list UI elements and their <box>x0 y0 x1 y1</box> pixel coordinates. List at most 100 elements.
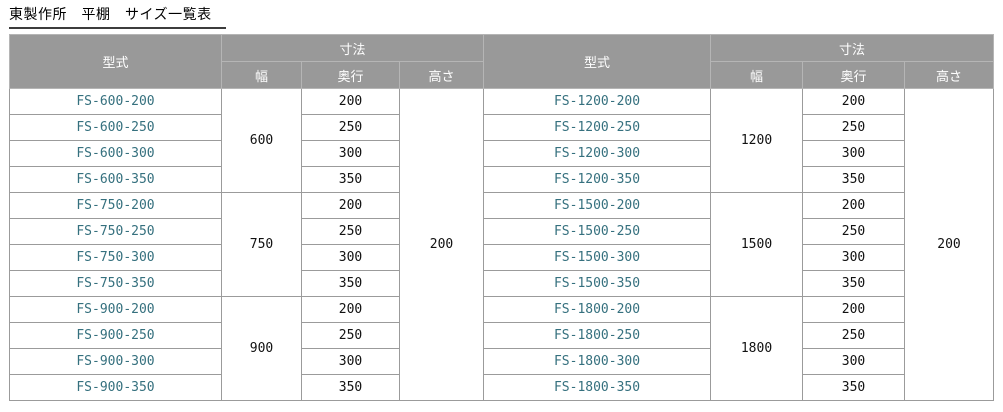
width-cell: 1800 <box>710 296 804 401</box>
model-cell: FS-1500-200 <box>483 192 712 219</box>
header-row-top: 型式 寸法 型式 寸法 <box>9 34 995 89</box>
model-cell: FS-1200-350 <box>483 166 712 193</box>
model-link[interactable]: FS-1200-250 <box>553 120 641 135</box>
depth-cell: 250 <box>802 114 906 141</box>
header-height-right: 高さ <box>904 61 995 89</box>
model-link[interactable]: FS-750-250 <box>76 224 155 239</box>
table-row: FS-600-300 300 FS-1200-300 300 <box>9 140 994 167</box>
model-link[interactable]: FS-750-200 <box>76 198 155 213</box>
header-model-left: 型式 <box>9 34 222 89</box>
model-cell: FS-900-250 <box>9 322 222 349</box>
header-dimensions-left: 寸法 <box>220 34 485 62</box>
page: 東製作所 平棚 サイズ一覧表 型式 寸法 型式 寸法 幅 奥行 高さ 幅 奥行 … <box>9 2 995 401</box>
table-row: FS-900-300 300 FS-1800-300 300 <box>9 348 994 375</box>
model-link[interactable]: FS-900-350 <box>76 380 155 395</box>
model-link[interactable]: FS-1500-350 <box>553 276 641 291</box>
depth-cell: 350 <box>301 166 400 193</box>
model-link[interactable]: FS-1800-350 <box>553 380 641 395</box>
depth-cell: 350 <box>301 374 400 401</box>
table-row: FS-600-200 600 200 200 FS-1200-200 1200 … <box>9 88 995 401</box>
model-cell: FS-1800-200 <box>483 296 712 323</box>
depth-cell: 300 <box>301 244 400 271</box>
table-row: FS-600-350 350 FS-1200-350 350 <box>9 166 994 193</box>
depth-cell: 300 <box>802 140 906 167</box>
model-link[interactable]: FS-1500-250 <box>553 224 641 239</box>
width-cell: 900 <box>221 296 302 401</box>
model-cell: FS-1500-300 <box>483 244 712 271</box>
model-cell: FS-600-350 <box>9 166 222 193</box>
model-link[interactable]: FS-600-250 <box>76 120 155 135</box>
model-cell: FS-600-250 <box>9 114 222 141</box>
header-row-sub: 幅 奥行 高さ 幅 奥行 高さ <box>10 61 995 89</box>
model-cell: FS-1200-300 <box>483 140 712 167</box>
header-width-right: 幅 <box>710 61 804 89</box>
table-row: FS-750-350 350 FS-1500-350 350 <box>9 270 994 297</box>
model-cell: FS-750-250 <box>9 218 222 245</box>
model-cell: FS-1200-250 <box>483 114 712 141</box>
model-cell: FS-750-200 <box>9 192 222 219</box>
depth-cell: 200 <box>301 88 400 115</box>
header-model-right: 型式 <box>483 34 712 89</box>
model-cell: FS-1800-350 <box>483 374 712 401</box>
model-link[interactable]: FS-1500-200 <box>553 198 641 213</box>
model-cell: FS-1500-350 <box>483 270 712 297</box>
model-link[interactable]: FS-1800-250 <box>553 328 641 343</box>
model-link[interactable]: FS-1200-200 <box>553 94 641 109</box>
depth-cell: 300 <box>301 140 400 167</box>
depth-cell: 200 <box>301 296 400 323</box>
header-width-left: 幅 <box>221 61 302 89</box>
model-link[interactable]: FS-900-250 <box>76 328 155 343</box>
depth-cell: 250 <box>301 218 400 245</box>
model-link[interactable]: FS-750-350 <box>76 276 155 291</box>
model-cell: FS-900-300 <box>9 348 222 375</box>
table-row: FS-900-250 250 FS-1800-250 250 <box>9 322 994 349</box>
model-link[interactable]: FS-900-200 <box>76 302 155 317</box>
width-cell: 1500 <box>710 192 804 297</box>
page-title: 東製作所 平棚 サイズ一覧表 <box>9 2 226 29</box>
depth-cell: 250 <box>802 322 906 349</box>
model-link[interactable]: FS-1200-300 <box>553 146 641 161</box>
model-link[interactable]: FS-600-350 <box>76 172 155 187</box>
model-cell: FS-750-350 <box>9 270 222 297</box>
table-row: FS-750-300 300 FS-1500-300 300 <box>9 244 994 271</box>
model-link[interactable]: FS-600-200 <box>76 94 155 109</box>
model-link[interactable]: FS-1200-350 <box>553 172 641 187</box>
depth-cell: 200 <box>802 88 906 115</box>
model-cell: FS-1800-300 <box>483 348 712 375</box>
depth-cell: 200 <box>301 192 400 219</box>
depth-cell: 350 <box>802 166 906 193</box>
model-cell: FS-1800-250 <box>483 322 712 349</box>
model-cell: FS-1500-250 <box>483 218 712 245</box>
width-cell: 750 <box>221 192 302 297</box>
height-cell: 200 <box>904 88 995 401</box>
depth-cell: 350 <box>301 270 400 297</box>
size-table: 型式 寸法 型式 寸法 幅 奥行 高さ 幅 奥行 高さ FS-600-200 6… <box>9 34 995 401</box>
table-row: FS-900-350 350 FS-1800-350 350 <box>9 374 994 401</box>
depth-cell: 200 <box>802 192 906 219</box>
depth-cell: 250 <box>301 114 400 141</box>
model-cell: FS-900-200 <box>9 296 222 323</box>
model-link[interactable]: FS-1800-300 <box>553 354 641 369</box>
model-link[interactable]: FS-900-300 <box>76 354 155 369</box>
model-link[interactable]: FS-1800-200 <box>553 302 641 317</box>
width-cell: 600 <box>221 88 302 193</box>
table-row: FS-900-200 900 200 FS-1800-200 1800 200 <box>9 296 994 401</box>
model-cell: FS-1200-200 <box>483 88 712 115</box>
model-link[interactable]: FS-1500-300 <box>553 250 641 265</box>
depth-cell: 200 <box>802 296 906 323</box>
model-link[interactable]: FS-600-300 <box>76 146 155 161</box>
depth-cell: 300 <box>802 348 906 375</box>
model-link[interactable]: FS-750-300 <box>76 250 155 265</box>
table-row: FS-750-200 750 200 FS-1500-200 1500 200 <box>9 192 994 297</box>
depth-cell: 350 <box>802 270 906 297</box>
model-cell: FS-900-350 <box>9 374 222 401</box>
model-cell: FS-600-200 <box>9 88 222 115</box>
width-cell: 1200 <box>710 88 804 193</box>
table-row: FS-600-250 250 FS-1200-250 250 <box>9 114 994 141</box>
model-cell: FS-600-300 <box>9 140 222 167</box>
model-cell: FS-750-300 <box>9 244 222 271</box>
depth-cell: 350 <box>802 374 906 401</box>
height-cell: 200 <box>398 88 485 401</box>
header-depth-left: 奥行 <box>301 61 400 89</box>
depth-cell: 250 <box>301 322 400 349</box>
